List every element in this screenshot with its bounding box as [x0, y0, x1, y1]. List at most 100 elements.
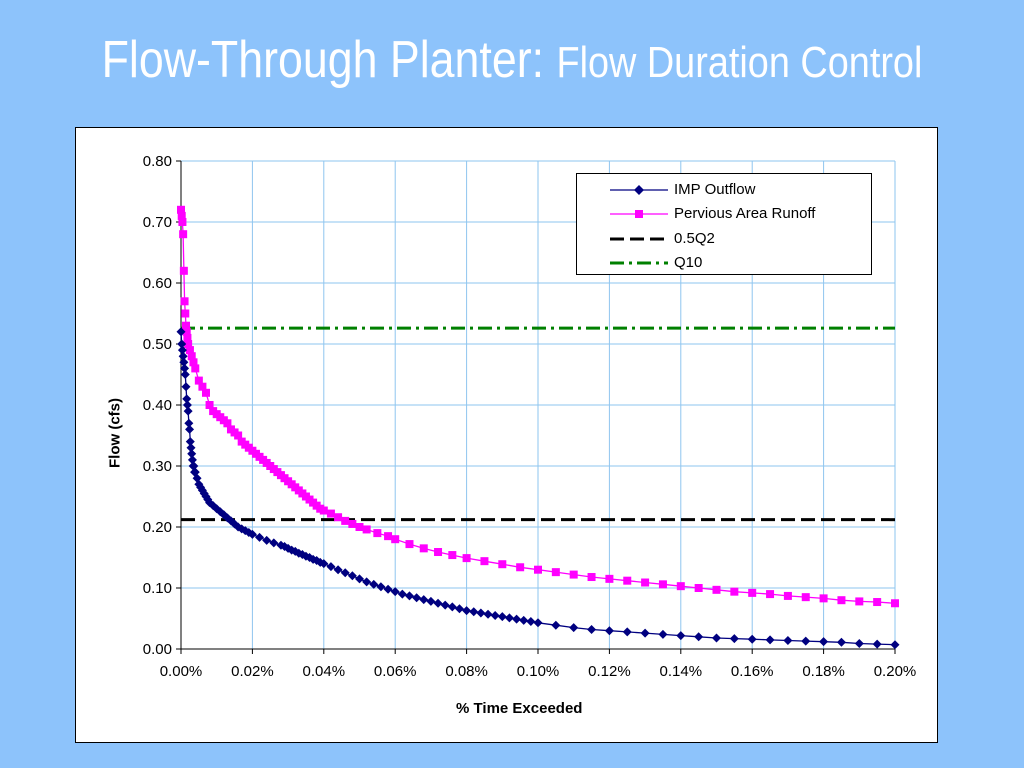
data-point-imp-outflow: [333, 565, 343, 575]
data-point-imp-outflow: [469, 607, 479, 617]
data-point-imp-outflow: [326, 562, 336, 572]
data-point-imp-outflow: [454, 604, 464, 614]
data-point-pervious-runoff: [183, 333, 192, 342]
data-point-imp-outflow: [462, 606, 472, 616]
data-point-imp-outflow: [319, 559, 329, 569]
chart-legend: IMP Outflow Pervious Area Runoff 0.5Q2 Q…: [576, 173, 872, 275]
legend-item-q10: Q10: [577, 252, 871, 274]
data-point-imp-outflow: [305, 553, 315, 562]
data-point-pervious-runoff: [185, 346, 194, 355]
data-point-imp-outflow: [180, 363, 190, 373]
data-point-imp-outflow: [186, 443, 196, 453]
x-tick-label: 0.20%: [874, 663, 917, 680]
data-point-imp-outflow: [519, 615, 529, 625]
chart-area: 0.00% 0.02% 0.04% 0.06% 0.08% 0.10% 0.12% 0.14%…: [75, 127, 938, 743]
data-point-imp-outflow: [483, 609, 493, 619]
x-tick-label: 0.18%: [802, 663, 845, 680]
data-point-imp-outflow: [419, 595, 429, 605]
y-tick-label: 0.40: [143, 397, 172, 414]
data-point-pervious-runoff: [341, 516, 350, 525]
data-point-pervious-runoff: [516, 563, 525, 572]
data-point-imp-outflow: [181, 382, 191, 392]
data-point-pervious-runoff: [179, 230, 188, 239]
data-point-pervious-runoff: [462, 554, 471, 563]
data-point-imp-outflow: [177, 345, 187, 355]
y-tick-label: 0.00: [143, 641, 172, 658]
data-point-imp-outflow: [890, 640, 900, 650]
data-point-imp-outflow: [226, 516, 236, 526]
data-point-pervious-runoff: [182, 327, 191, 336]
data-point-pervious-runoff: [448, 551, 457, 560]
data-point-imp-outflow: [240, 526, 250, 536]
data-point-imp-outflow: [712, 633, 721, 643]
data-point-imp-outflow: [426, 596, 436, 606]
data-point-pervious-runoff: [569, 570, 578, 579]
data-point-pervious-runoff: [184, 340, 193, 348]
data-point-imp-outflow: [533, 618, 543, 628]
data-point-pervious-runoff: [373, 529, 382, 538]
data-point-pervious-runoff: [326, 509, 335, 518]
legend-item-05q2: 0.5Q2: [577, 228, 871, 250]
data-point-pervious-runoff: [587, 573, 596, 582]
data-point-imp-outflow: [512, 614, 522, 624]
y-tick-label: 0.60: [143, 275, 172, 292]
data-point-imp-outflow: [783, 635, 793, 645]
data-point-imp-outflow: [433, 598, 443, 608]
data-point-imp-outflow: [412, 593, 422, 603]
data-point-imp-outflow: [504, 613, 514, 623]
data-point-imp-outflow: [440, 600, 450, 610]
data-point-imp-outflow: [729, 634, 739, 644]
data-point-pervious-runoff: [181, 309, 190, 318]
x-tick-label: 0.10%: [517, 663, 560, 680]
data-point-imp-outflow: [179, 357, 189, 367]
data-point-imp-outflow: [658, 629, 668, 639]
legend-label-05q2: 0.5Q2: [674, 230, 715, 247]
y-tick-label: 0.20: [143, 519, 172, 536]
data-point-imp-outflow: [622, 627, 632, 637]
data-point-imp-outflow: [490, 610, 500, 620]
data-point-pervious-runoff: [748, 588, 757, 597]
data-point-pervious-runoff: [223, 419, 232, 428]
data-point-imp-outflow: [587, 624, 597, 634]
data-point-imp-outflow: [872, 639, 882, 649]
data-point-pervious-runoff: [641, 578, 650, 587]
data-point-pervious-runoff: [405, 540, 414, 549]
data-point-imp-outflow: [183, 406, 193, 416]
data-point-imp-outflow: [180, 370, 190, 379]
data-point-imp-outflow: [247, 529, 257, 539]
x-axis-title: % Time Exceeded: [456, 700, 583, 717]
data-point-pervious-runoff: [434, 548, 443, 557]
data-point-imp-outflow: [362, 577, 372, 587]
data-point-imp-outflow: [182, 394, 192, 404]
data-point-imp-outflow: [178, 351, 188, 361]
legend-item-imp-outflow: IMP Outflow: [577, 179, 871, 201]
data-point-pervious-runoff: [766, 590, 775, 599]
y-tick-label: 0.50: [143, 336, 172, 353]
data-point-imp-outflow: [276, 540, 286, 550]
legend-swatch-q10: [610, 261, 668, 265]
data-point-pervious-runoff: [181, 321, 190, 330]
data-point-imp-outflow: [836, 637, 846, 647]
data-point-pervious-runoff: [837, 596, 846, 605]
data-point-pervious-runoff: [177, 211, 186, 220]
data-point-imp-outflow: [694, 632, 704, 642]
data-point-pervious-runoff: [205, 401, 214, 409]
data-point-pervious-runoff: [419, 544, 428, 553]
data-point-imp-outflow: [551, 620, 561, 630]
data-point-imp-outflow: [397, 589, 407, 599]
data-point-pervious-runoff: [605, 574, 614, 583]
slide-title-main: Flow-Through Planter:: [101, 31, 557, 89]
data-point-imp-outflow: [340, 568, 350, 578]
legend-label-q10: Q10: [674, 254, 703, 271]
slide-title-sub: Flow Duration Control: [556, 38, 923, 87]
data-point-pervious-runoff: [234, 431, 243, 440]
x-tick-label: 0.04%: [303, 663, 346, 680]
legend-item-pervious-runoff: Pervious Area Runoff: [577, 203, 871, 225]
data-point-pervious-runoff: [191, 364, 200, 373]
data-point-imp-outflow: [301, 551, 311, 561]
data-point-imp-outflow: [376, 582, 386, 592]
data-point-imp-outflow: [355, 574, 364, 584]
data-point-imp-outflow: [185, 437, 195, 447]
data-point-imp-outflow: [404, 591, 414, 601]
x-tick-label: 0.12%: [588, 663, 631, 680]
